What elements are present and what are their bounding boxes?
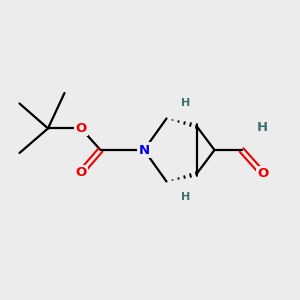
- Text: H: H: [257, 121, 268, 134]
- Text: N: N: [138, 143, 150, 157]
- Text: O: O: [75, 166, 87, 179]
- Text: H: H: [182, 191, 190, 202]
- Text: O: O: [75, 122, 87, 135]
- Text: H: H: [182, 98, 190, 109]
- Text: O: O: [257, 167, 268, 180]
